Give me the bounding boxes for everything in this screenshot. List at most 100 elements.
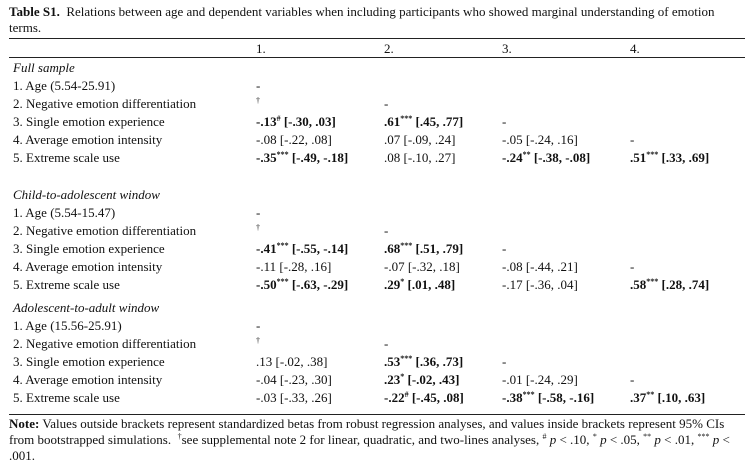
- row-label: 4. Average emotion intensity: [13, 372, 163, 387]
- confidence-interval: [-.36, .04]: [522, 277, 578, 292]
- cell-value: -.13: [256, 114, 277, 129]
- significance-mark: ***: [276, 150, 289, 159]
- header-rule: [9, 57, 745, 58]
- cell-value: -.03: [256, 390, 277, 405]
- table-cell: -: [256, 317, 260, 334]
- cell-value: -.07: [384, 259, 405, 274]
- significance-symbol: #: [542, 432, 547, 441]
- table-cell: -.13# [-.30, .03]: [256, 113, 336, 130]
- confidence-interval: [.33, .69]: [658, 150, 710, 165]
- cell-value: .29: [384, 277, 401, 292]
- significance-mark: ***: [276, 277, 289, 286]
- confidence-interval: [-.24, .16]: [522, 132, 578, 147]
- table-cell: -.17 [-.36, .04]: [502, 276, 578, 293]
- cell-value: -.08: [502, 259, 523, 274]
- table-cell: .29* [.01, .48]: [384, 276, 455, 293]
- cell-value: .07: [384, 132, 401, 147]
- table-cell: -: [630, 371, 634, 388]
- significance-mark: ***: [646, 150, 659, 159]
- cell-value: .08: [384, 150, 401, 165]
- cell-value: -.35: [256, 150, 277, 165]
- cell-value: -.41: [256, 241, 277, 256]
- p-threshold: < .001.: [9, 432, 730, 463]
- significance-mark: *: [400, 372, 405, 381]
- dagger-mark: †: [256, 223, 260, 232]
- table-cell: -: [256, 77, 260, 94]
- table-cell: -.03 [-.33, .26]: [256, 389, 332, 406]
- p-symbol: p: [654, 432, 661, 447]
- confidence-interval: [-.58, -.16]: [534, 390, 595, 405]
- cell-value: .23: [384, 372, 401, 387]
- confidence-interval: [.10, .63]: [654, 390, 706, 405]
- note-text-2: see supplemental note 2 for linear, quad…: [181, 432, 540, 447]
- row-label: 3. Single emotion experience: [13, 354, 165, 369]
- p-threshold: < .05,: [606, 432, 640, 447]
- row-label: 3. Single emotion experience: [13, 114, 165, 129]
- row-label: 2. Negative emotion differentiation: [13, 96, 197, 111]
- column-header-row: 1. 2. 3. 4.: [9, 40, 745, 57]
- p-threshold: < .10,: [556, 432, 590, 447]
- row-label: 5. Extreme scale use: [13, 277, 120, 292]
- table-cell: -.04 [-.23, .30]: [256, 371, 332, 388]
- cell-value: .51: [630, 150, 647, 165]
- significance-mark: **: [522, 150, 531, 159]
- section-title: Full sample: [13, 60, 75, 75]
- cell-value: -.17: [502, 277, 523, 292]
- row-label: 2. Negative emotion differentiation: [13, 336, 197, 351]
- significance-mark: ***: [276, 241, 289, 250]
- section-title-row: Child-to-adolescent window: [9, 186, 745, 203]
- significance-mark: #: [276, 114, 281, 123]
- confidence-interval: [-.02, .43]: [404, 372, 460, 387]
- table-row: 1. Age (5.54-15.47) -: [9, 204, 745, 221]
- cell-value: -.08: [256, 132, 277, 147]
- table-cell: -.08 [-.44, .21]: [502, 258, 578, 275]
- confidence-interval: [-.32, .18]: [404, 259, 460, 274]
- row-label: 4. Average emotion intensity: [13, 259, 163, 274]
- column-header: 1.: [256, 41, 266, 56]
- row-label: 4. Average emotion intensity: [13, 132, 163, 147]
- table-row: 1. Age (15.56-25.91) -: [9, 317, 745, 334]
- row-label: 5. Extreme scale use: [13, 150, 120, 165]
- cell-value: -.05: [502, 132, 523, 147]
- row-label: 1. Age (15.56-25.91): [13, 318, 122, 333]
- cell-value: .53: [384, 354, 401, 369]
- cell-value: -.38: [502, 390, 523, 405]
- significance-mark: ***: [400, 354, 413, 363]
- table-cell: †: [256, 335, 260, 352]
- cell-value: -: [384, 96, 389, 111]
- table-cell: -.41*** [-.55, -.14]: [256, 240, 348, 257]
- table-cell: -.22# [-.45, .08]: [384, 389, 464, 406]
- confidence-interval: [-.55, -.14]: [288, 241, 349, 256]
- table-cell: -: [384, 222, 388, 239]
- section-title: Child-to-adolescent window: [13, 187, 160, 202]
- row-label: 1. Age (5.54-25.91): [13, 78, 116, 93]
- cell-value: -: [630, 259, 635, 274]
- cell-value: .37: [630, 390, 647, 405]
- cell-value: -: [256, 78, 261, 93]
- significance-symbol: **: [643, 432, 652, 441]
- dagger-mark: †: [256, 96, 260, 105]
- table-cell: †: [256, 222, 260, 239]
- cell-value: -: [630, 372, 635, 387]
- significance-symbol: *: [592, 432, 597, 441]
- confidence-interval: [-.10, .27]: [400, 150, 456, 165]
- table-cell: -: [630, 131, 634, 148]
- p-symbol: p: [712, 432, 720, 447]
- table-row: 5. Extreme scale use -.03 [-.33, .26] -.22…: [9, 389, 745, 406]
- table-cell: .08 [-.10, .27]: [384, 149, 456, 166]
- column-header: 2.: [384, 41, 394, 56]
- cell-value: -: [502, 114, 507, 129]
- table-cell: .58*** [.28, .74]: [630, 276, 709, 293]
- table-row: 5. Extreme scale use -.50*** [-.63, -.29]…: [9, 276, 745, 293]
- cell-value: -.24: [502, 150, 523, 165]
- table-cell: -.24** [-.38, -.08]: [502, 149, 590, 166]
- section-title: Adolescent-to-adult window: [13, 300, 160, 315]
- p-symbol: p: [549, 432, 557, 447]
- significance-symbol: ***: [697, 432, 710, 441]
- p-symbol: p: [600, 432, 607, 447]
- table-cell: -.11 [-.28, .16]: [256, 258, 331, 275]
- table-cell: -.05 [-.24, .16]: [502, 131, 578, 148]
- significance-mark: ***: [400, 241, 413, 250]
- confidence-interval: [-.33, .26]: [276, 390, 332, 405]
- dagger-mark: †: [256, 336, 260, 345]
